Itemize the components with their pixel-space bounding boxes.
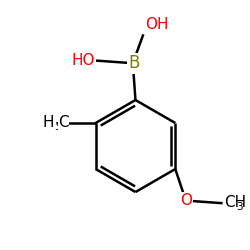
Text: HO: HO bbox=[71, 52, 95, 68]
Text: C: C bbox=[58, 115, 69, 130]
Text: 3: 3 bbox=[236, 202, 243, 212]
Text: OH: OH bbox=[145, 17, 168, 32]
Text: O: O bbox=[180, 193, 192, 208]
Text: CH: CH bbox=[224, 195, 246, 210]
Text: H: H bbox=[42, 115, 54, 130]
Text: B: B bbox=[128, 54, 140, 72]
Text: 3: 3 bbox=[54, 122, 60, 132]
